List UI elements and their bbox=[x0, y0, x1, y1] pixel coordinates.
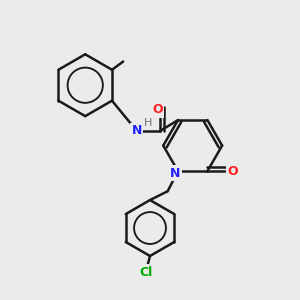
Text: Cl: Cl bbox=[139, 266, 152, 279]
Text: O: O bbox=[227, 165, 238, 178]
Text: N: N bbox=[170, 167, 180, 180]
Text: H: H bbox=[144, 118, 152, 128]
Text: N: N bbox=[132, 124, 142, 137]
Text: O: O bbox=[152, 103, 163, 116]
